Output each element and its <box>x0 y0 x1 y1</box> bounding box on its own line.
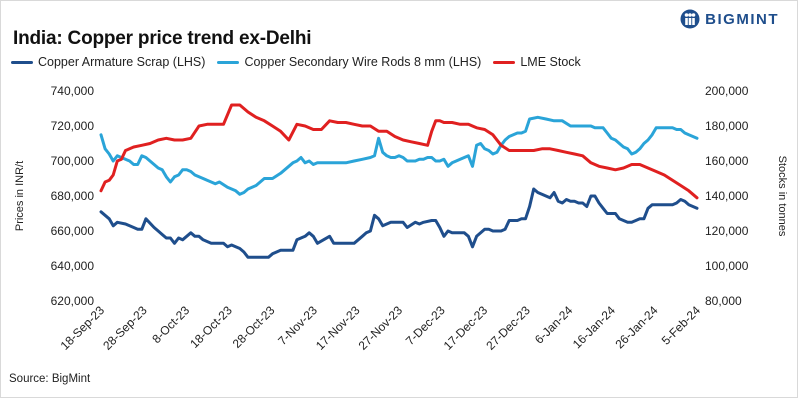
x-tick-label: 6-Jan-24 <box>532 303 576 347</box>
legend-item-wire-rods: Copper Secondary Wire Rods 8 mm (LHS) <box>217 55 481 69</box>
legend-label-armature-scrap: Copper Armature Scrap (LHS) <box>38 55 206 69</box>
x-tick-label: 26-Jan-24 <box>612 303 660 351</box>
brand-name: BIGMINT <box>705 10 779 28</box>
y-left-tick-label: 640,000 <box>51 259 95 273</box>
x-tick-label: 27-Nov-23 <box>356 303 406 353</box>
legend-item-armature-scrap: Copper Armature Scrap (LHS) <box>11 55 205 69</box>
y-left-tick-label: 620,000 <box>51 294 95 308</box>
y-left-tick-label: 700,000 <box>51 154 95 168</box>
legend-swatch-armature-scrap <box>11 60 33 64</box>
y-right-tick-label: 100,000 <box>705 259 749 273</box>
x-tick-label: 17-Dec-23 <box>441 303 491 353</box>
y-left-tick-label: 720,000 <box>51 119 95 133</box>
y-right-tick-label: 200,000 <box>705 84 749 98</box>
legend-label-lme-stock: LME Stock <box>520 55 581 69</box>
x-tick-label: 5-Feb-24 <box>659 303 704 348</box>
y-right-tick-label: 180,000 <box>705 119 749 133</box>
legend-item-lme-stock: LME Stock <box>493 55 581 69</box>
x-tick-label: 17-Nov-23 <box>313 303 363 353</box>
y-right-tick-label: 160,000 <box>705 154 749 168</box>
x-tick-label: 28-Oct-23 <box>230 303 278 351</box>
series-line-lme-stock <box>99 103 699 200</box>
chart-legend: Copper Armature Scrap (LHS) Copper Secon… <box>11 55 581 69</box>
legend-label-wire-rods: Copper Secondary Wire Rods 8 mm (LHS) <box>244 55 482 69</box>
source-note: Source: BigMint <box>9 373 91 385</box>
series-line-armature-scrap <box>99 187 699 259</box>
x-tick-label: 18-Oct-23 <box>187 303 235 351</box>
y-left-axis-title: Prices in INR/t <box>14 161 26 231</box>
brand-logo: BIGMINT <box>680 9 779 29</box>
y-right-tick-label: 80,000 <box>705 294 742 308</box>
series-line-wire-rods <box>99 115 699 196</box>
y-left-tick-label: 740,000 <box>51 84 95 98</box>
x-tick-label: 8-Oct-23 <box>149 303 192 346</box>
y-left-tick-label: 660,000 <box>51 224 95 238</box>
bigmint-logo-icon <box>680 9 700 29</box>
y-right-tick-label: 140,000 <box>705 189 749 203</box>
legend-swatch-wire-rods <box>217 60 240 64</box>
x-tick-label: 16-Jan-24 <box>570 303 618 351</box>
x-tick-label: 18-Sep-23 <box>58 303 108 353</box>
y-right-axis-title: Stocks in tonnes <box>776 156 788 237</box>
x-tick-label: 27-Dec-23 <box>483 303 533 353</box>
y-right-tick-label: 120,000 <box>705 224 749 238</box>
legend-swatch-lme-stock <box>493 60 516 64</box>
y-left-tick-label: 680,000 <box>51 189 95 203</box>
chart-title: India: Copper price trend ex-Delhi <box>13 28 312 49</box>
x-tick-label: 28-Sep-23 <box>100 303 150 353</box>
